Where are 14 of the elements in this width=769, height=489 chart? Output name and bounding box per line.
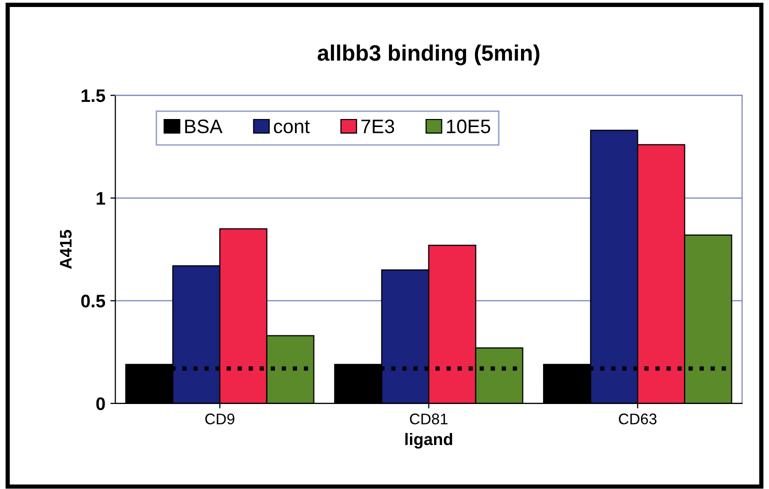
legend-label: cont xyxy=(274,120,310,134)
y-tick-label: 0.5 xyxy=(81,294,106,308)
legend-label: 10E5 xyxy=(447,120,490,134)
x-tick-label: CD81 xyxy=(410,414,448,424)
chart-title: allbb3 binding (5min) xyxy=(318,44,540,66)
y-axis-title: A415 xyxy=(60,230,72,269)
legend-label: BSA xyxy=(185,120,222,134)
legend-label: 7E3 xyxy=(361,120,394,134)
y-tick-label: 1 xyxy=(96,192,106,205)
x-tick-label: CD63 xyxy=(618,414,656,424)
y-tick-label: 1.5 xyxy=(82,89,106,102)
x-axis-title: ligand xyxy=(405,432,452,449)
y-tick-label: 0 xyxy=(96,397,105,410)
x-tick-label: CD9 xyxy=(205,414,234,424)
